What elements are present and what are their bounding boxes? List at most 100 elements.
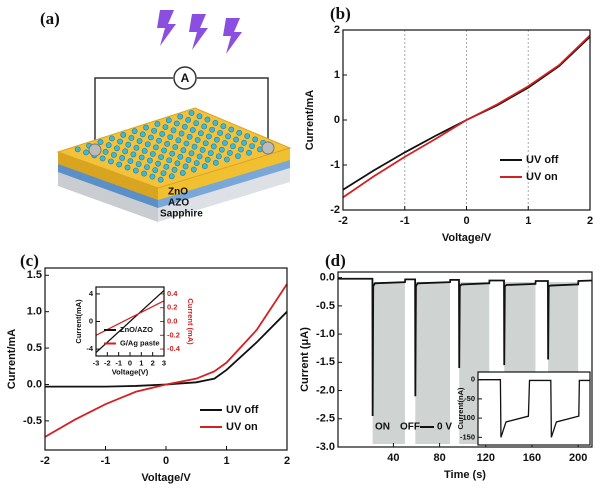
nanorod <box>157 176 164 183</box>
axes-frame <box>477 371 591 446</box>
panel-label: (b) <box>330 4 351 23</box>
y-tick-label: 0 <box>334 114 340 126</box>
x-axis-label: Voltage/V <box>442 232 492 244</box>
nanorod <box>168 173 175 180</box>
nanorod <box>196 113 203 120</box>
plot-area <box>478 372 590 445</box>
panel-label: (c) <box>20 251 39 270</box>
y-tick-label: -100 <box>460 413 475 422</box>
nanostructures <box>74 110 274 183</box>
nanorod <box>182 163 189 170</box>
nanorod <box>212 159 219 166</box>
y-tick-label: 1 <box>334 69 340 81</box>
legend-label: UV on <box>526 171 558 183</box>
layer-label: AZO <box>168 198 189 209</box>
nanorod <box>144 164 150 171</box>
nanorod <box>127 158 134 164</box>
nanorod <box>132 167 139 174</box>
nanorod <box>108 158 114 165</box>
x-tick-label: 1 <box>223 455 229 467</box>
axes-frame <box>342 29 591 211</box>
nanorod <box>152 144 159 151</box>
nanorod <box>220 123 227 130</box>
y-tick-label: 4 <box>89 289 94 298</box>
x-tick-label: 2 <box>587 215 593 227</box>
nanorod <box>162 124 169 131</box>
nanorod <box>146 157 153 164</box>
legend-label: G/Ag paste <box>120 338 160 347</box>
panel-label: (a) <box>40 9 60 28</box>
nanorod <box>165 117 172 124</box>
nanorod <box>149 173 156 180</box>
nanorod <box>218 146 225 153</box>
y2-axis-label: Current (mA) <box>186 298 195 345</box>
nanorod <box>189 127 196 133</box>
y-axis-label: Current (μA) <box>299 327 311 392</box>
y-tick-label: -150 <box>460 432 475 441</box>
nanorod <box>201 123 208 130</box>
nanorod <box>177 113 184 120</box>
zno-side <box>158 148 290 200</box>
nanorod <box>83 149 89 156</box>
nanorod <box>120 131 127 138</box>
x-axis-label: Voltage(V) <box>112 367 149 376</box>
y-tick-label: 1.5 <box>27 269 42 281</box>
nanorod <box>178 130 185 137</box>
panel-label: (d) <box>325 251 346 270</box>
shade-label: OFF <box>400 422 420 433</box>
nanorod <box>235 153 241 160</box>
ammeter-label: A <box>181 71 190 85</box>
y-tick-label: -0.5 <box>23 415 42 427</box>
axes-frame <box>337 271 593 448</box>
nanorod <box>246 149 252 156</box>
series-line <box>95 289 165 354</box>
x-tick-label: 1 <box>139 358 143 367</box>
x-tick-label: 0 <box>463 215 469 227</box>
x-tick-label: 0 <box>128 358 132 367</box>
nanorod <box>180 147 187 154</box>
nanorod <box>122 148 129 155</box>
x-tick-label: -2 <box>104 358 111 367</box>
nanorod <box>188 110 195 116</box>
nanorod <box>97 139 104 145</box>
y-tick-label: 0.0 <box>27 378 42 390</box>
nanorod <box>144 141 151 148</box>
uv-bolt <box>157 10 176 46</box>
nanorod <box>130 151 137 158</box>
nanorod <box>139 131 146 138</box>
y2-tick-label: 0.4 <box>167 289 178 298</box>
nanorod <box>117 138 123 145</box>
nanorod <box>128 135 135 141</box>
nanorod <box>74 146 81 153</box>
uv-bolt <box>223 18 242 54</box>
y-tick-label: -1.0 <box>316 328 335 340</box>
y2-tick-label: -0.4 <box>167 344 181 353</box>
nanorod <box>215 153 222 160</box>
nanorod <box>170 127 177 134</box>
nanorod <box>141 147 148 154</box>
nanorod <box>217 130 223 136</box>
nanorod <box>201 163 208 170</box>
y2-tick-label: -0.2 <box>167 330 180 339</box>
nanorod <box>233 136 239 143</box>
nanorod <box>207 150 214 156</box>
y-tick-label: 0.5 <box>27 342 42 354</box>
nanorod <box>177 153 184 160</box>
y-tick-label: -2.0 <box>316 384 335 396</box>
legend-label: UV off <box>526 154 559 166</box>
nanorod <box>135 161 142 167</box>
nanorod <box>212 119 219 126</box>
nanorod <box>193 120 200 127</box>
nanorod <box>171 166 178 173</box>
x-tick-label: 3 <box>162 358 166 367</box>
nanorod <box>228 126 235 133</box>
nanorod <box>108 135 115 142</box>
nanorod <box>224 156 230 163</box>
x-tick-label: 0 <box>163 455 169 467</box>
y-tick-label: 2 <box>334 24 340 36</box>
x-axis-label: Time (s) <box>444 469 486 481</box>
layer-label: Sapphire <box>160 209 203 220</box>
x-tick-label: 120 <box>477 452 495 464</box>
nanorod <box>124 164 131 171</box>
